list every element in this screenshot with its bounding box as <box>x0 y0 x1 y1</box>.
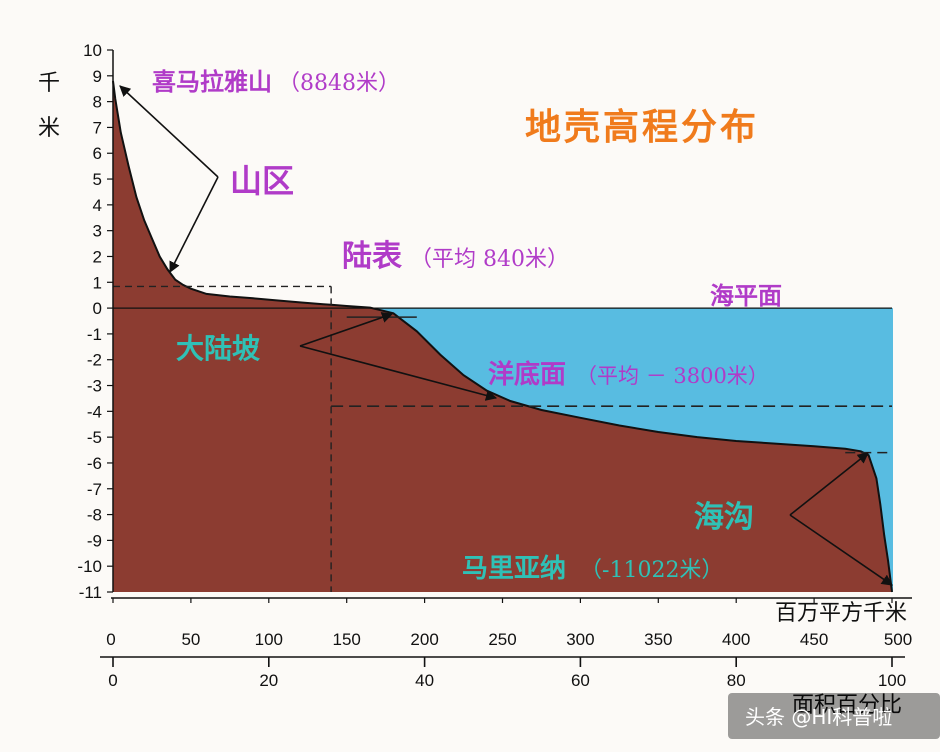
y-tick-label: -11 <box>79 583 102 602</box>
x-percent-tick-label: 20 <box>259 671 278 690</box>
y-tick-label: 4 <box>93 196 102 215</box>
y-tick-label: -1 <box>87 325 102 344</box>
x-area-tick-label: 350 <box>644 630 672 649</box>
y-tick-label: 10 <box>83 41 102 60</box>
y-tick-label: -5 <box>87 428 102 447</box>
x-percent-tick-label: 60 <box>571 671 590 690</box>
watermark: 头条 @HI科普啦 <box>745 705 892 729</box>
y-tick-label: 7 <box>93 118 102 137</box>
x-area-tick-label: 200 <box>410 630 438 649</box>
y-tick-label: 1 <box>93 273 102 292</box>
ocean-floor-label: 洋底面 （平均 － 3800米） <box>488 359 769 390</box>
x-area-tick-label: 300 <box>566 630 594 649</box>
mariana-label: 马里亚纳 （-11022米） <box>462 553 723 584</box>
y-tick-label: 3 <box>93 222 102 241</box>
y-tick-label: 6 <box>93 144 102 163</box>
y-tick-label: 0 <box>93 299 102 318</box>
everest-label: 喜马拉雅山 （8848米） <box>152 68 400 96</box>
mountains-label: 山区 <box>230 162 294 200</box>
sea-level-label: 海平面 <box>710 282 782 310</box>
land-label: 陆表 （平均 840米） <box>342 239 569 274</box>
x-area-tick-label: 50 <box>181 630 200 649</box>
trench-label: 海沟 <box>694 500 754 535</box>
y-tick-label: -6 <box>87 454 102 473</box>
x-area-tick-label: 400 <box>722 630 750 649</box>
y-tick-label: 5 <box>93 170 102 189</box>
x-area-tick-label: 100 <box>255 630 283 649</box>
x-percent-tick-label: 100 <box>878 671 906 690</box>
x-area-tick-label: 500 <box>884 630 912 649</box>
x-percent-tick-label: 40 <box>415 671 434 690</box>
x-percent-tick-label: 80 <box>727 671 746 690</box>
x-percent-label: 面积百分比 <box>792 693 902 718</box>
slope-label: 大陆坡 <box>176 332 260 365</box>
x-area-tick-label: 250 <box>488 630 516 649</box>
y-tick-label: -4 <box>87 402 102 421</box>
watermark-bg <box>728 693 940 739</box>
x-area-tick-label: 150 <box>333 630 361 649</box>
y-tick-label: -3 <box>87 377 102 396</box>
elevation-curve <box>112 80 893 593</box>
y-tick-label: 8 <box>93 93 102 112</box>
y-tick-label: -7 <box>87 480 102 499</box>
x-area-label: 百万平方千米 <box>775 601 907 626</box>
x-area-tick-label: 0 <box>106 630 115 649</box>
x-axis-percent: 0 20 40 60 80 100 <box>100 656 906 690</box>
y-axis-label: 千米 <box>38 71 60 141</box>
annotation-arrows <box>119 85 893 586</box>
y-tick-label: -8 <box>87 506 102 525</box>
y-tick-label: -9 <box>87 531 102 550</box>
y-tick-label: 9 <box>93 67 102 86</box>
chart-title: 地壳高程分布 <box>525 107 759 148</box>
x-percent-tick-label: 0 <box>108 671 117 690</box>
y-tick-label: 2 <box>93 247 102 266</box>
y-tick-label: -10 <box>77 557 102 576</box>
y-tick-label: -2 <box>87 351 102 370</box>
x-area-tick-label: 450 <box>800 630 828 649</box>
x-axis-area: 0 50 100 150 200 250 300 350 400 450 500 <box>106 597 912 649</box>
crust-area <box>113 81 892 592</box>
guide-lines <box>113 285 892 592</box>
